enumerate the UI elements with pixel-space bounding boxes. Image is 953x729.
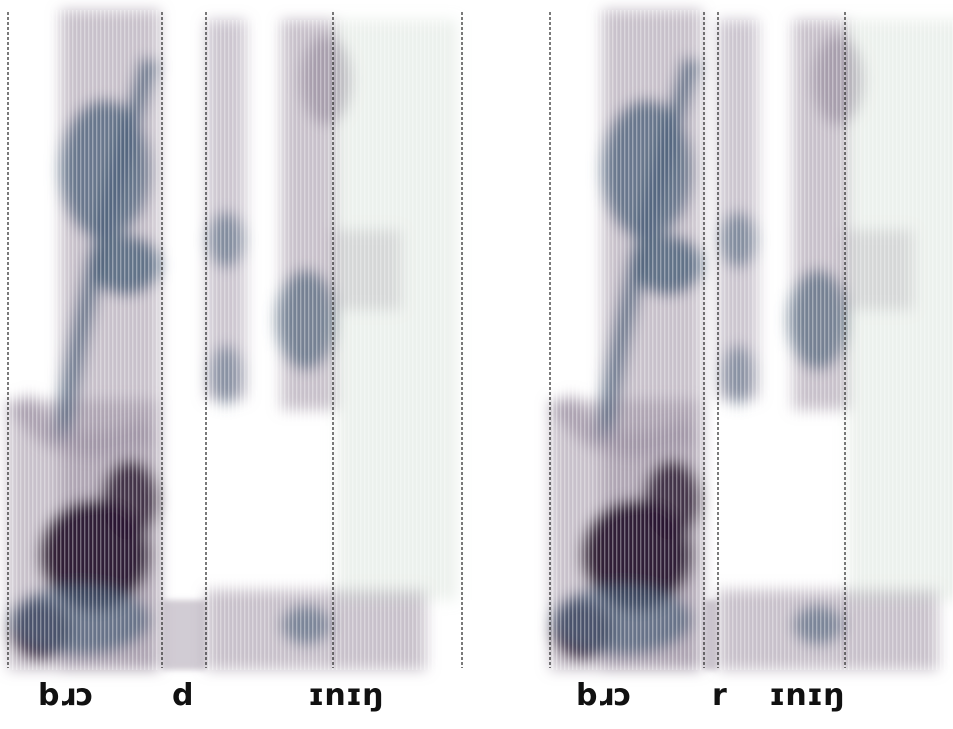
nasal-striations	[206, 20, 446, 670]
glottal-striations	[8, 10, 160, 670]
glottal-striations	[550, 10, 702, 670]
spectrogram-panel-left	[7, 10, 463, 670]
consonant-region	[704, 600, 718, 670]
segment-label-bro-right: bɹɔ	[576, 678, 632, 713]
segment-label-bro-left: bɹɔ	[38, 678, 94, 713]
segment-label-r: r	[712, 678, 727, 713]
segment-label-ining-right: ɪnɪŋ	[769, 678, 845, 713]
nasal-striations	[718, 20, 953, 670]
spectrogram-panel-right	[549, 10, 953, 670]
segment-label-d: d	[172, 678, 194, 713]
segment-label-ining-left: ɪnɪŋ	[308, 678, 384, 713]
consonant-region	[162, 600, 206, 670]
